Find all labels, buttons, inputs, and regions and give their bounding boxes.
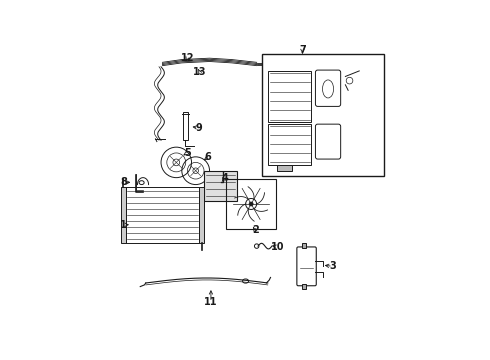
Text: 7: 7 (299, 45, 306, 55)
Text: 11: 11 (204, 297, 218, 307)
Text: 1: 1 (120, 220, 127, 230)
Text: 8: 8 (120, 177, 127, 187)
Text: 12: 12 (181, 53, 194, 63)
FancyBboxPatch shape (199, 187, 204, 243)
Text: 5: 5 (184, 148, 191, 158)
FancyBboxPatch shape (277, 165, 292, 171)
FancyBboxPatch shape (121, 187, 126, 243)
Text: 13: 13 (193, 67, 207, 77)
Text: 9: 9 (195, 123, 202, 133)
Text: 3: 3 (329, 261, 336, 271)
Text: 2: 2 (252, 225, 259, 235)
Circle shape (249, 202, 253, 206)
FancyBboxPatch shape (204, 171, 237, 201)
Text: 4: 4 (221, 173, 228, 183)
FancyBboxPatch shape (301, 284, 306, 289)
Text: 6: 6 (205, 152, 212, 162)
FancyBboxPatch shape (301, 243, 306, 248)
Text: 10: 10 (270, 242, 284, 252)
